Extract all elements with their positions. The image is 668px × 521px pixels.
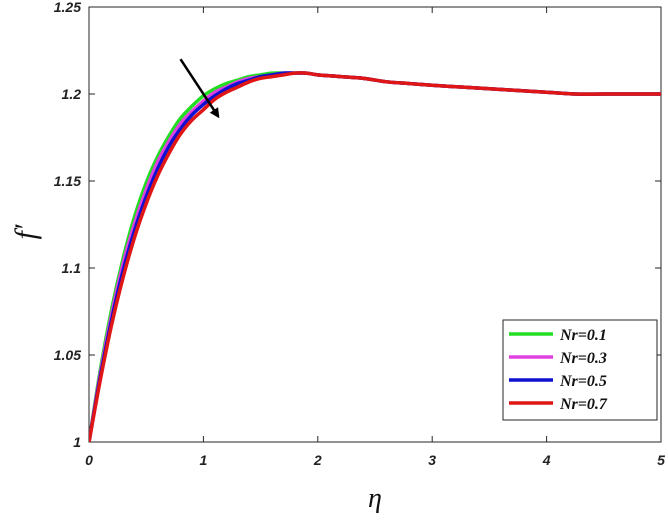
legend: Nr=0.1 Nr=0.3 Nr=0.5 Nr=0.7 bbox=[502, 319, 658, 421]
legend-label: Nr=0.7 bbox=[559, 396, 608, 413]
y-tick-label: 1.1 bbox=[62, 260, 82, 276]
y-axis-label: f′ bbox=[9, 224, 42, 239]
legend-label: Nr=0.1 bbox=[559, 327, 607, 344]
x-axis-label: η bbox=[368, 483, 382, 514]
trend-arrow bbox=[179, 58, 220, 119]
y-tick-label: 1.2 bbox=[62, 86, 82, 102]
x-tick-label: 0 bbox=[85, 452, 93, 468]
x-tick-label: 1 bbox=[200, 452, 208, 468]
lines-layer bbox=[89, 71, 661, 442]
legend-label: Nr=0.3 bbox=[559, 350, 607, 367]
x-tick-label: 3 bbox=[428, 452, 436, 468]
series-line bbox=[89, 71, 661, 442]
ticks-layer: 0 1 2 3 4 511.051.11.151.21.25 bbox=[54, 0, 665, 468]
x-tick-label: 2 bbox=[313, 452, 322, 468]
legend-label: Nr=0.5 bbox=[559, 373, 607, 390]
x-tick-label: 4 bbox=[542, 452, 551, 468]
y-tick-label: 1.05 bbox=[54, 347, 81, 363]
y-tick-label: 1 bbox=[73, 434, 81, 450]
y-tick-label: 1.25 bbox=[54, 0, 81, 15]
x-tick-label: 5 bbox=[657, 452, 665, 468]
y-tick-label: 1.15 bbox=[54, 173, 81, 189]
